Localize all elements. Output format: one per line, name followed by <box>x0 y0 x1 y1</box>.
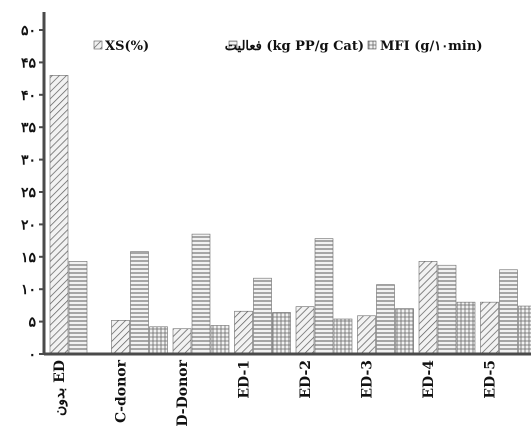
legend-swatch-2 <box>228 40 238 50</box>
y-tick-label: ۳۰ <box>21 153 36 169</box>
bar-2-4 <box>253 277 272 355</box>
y-tick-label: ۴۵ <box>21 55 37 71</box>
bar-3-8 <box>518 305 531 355</box>
y-tick-label: ۱۰ <box>21 282 36 298</box>
bar-1-7 <box>418 261 438 355</box>
bar-2-8 <box>499 269 518 355</box>
bar-1-8 <box>480 301 499 355</box>
y-tick-label: ۳۵ <box>21 120 37 136</box>
category-label: بدون ED <box>52 360 68 416</box>
legend-label-3: MFI (g/۱۰min) <box>380 39 482 54</box>
category-label: ED-2 <box>298 360 314 399</box>
y-tick-label: ۵۰ <box>21 23 36 39</box>
bar-3-7 <box>456 301 476 355</box>
y-tick-labels: ۰ ۵ ۱۰ ۱۵ ۲۰ ۲۵ ۳۰ ۳۵ ۴۰ ۴۵ ۵۰ <box>21 23 44 363</box>
y-tick-label: ۲۰ <box>21 217 36 233</box>
axes-group <box>42 12 531 356</box>
legend-swatch-1 <box>93 40 103 50</box>
category-label: ED-1 <box>237 360 253 399</box>
bar-3-4 <box>272 312 291 355</box>
legend: XS(%) فعالیت (kg PP/g Cat) MFI (g/۱۰min) <box>93 39 482 54</box>
bar-1-1 <box>49 75 69 355</box>
legend-label-2: فعالیت (kg PP/g Cat) <box>225 39 364 54</box>
y-tick-label: ۲۵ <box>21 185 37 201</box>
bar-2-6 <box>376 284 395 355</box>
bar-2-3 <box>191 233 211 355</box>
bar-2-7 <box>437 264 457 355</box>
category-label: ED-4 <box>421 360 437 399</box>
category-label: C-donor <box>114 359 130 423</box>
category-labels: بدون ED C-donor D-Donor ED-1 ED-2 ED-3 ED-4 ED-… <box>52 359 499 426</box>
legend-label-1: XS(%) <box>105 39 149 54</box>
category-label: D-Donor <box>175 359 191 426</box>
bar-3-5 <box>333 318 353 355</box>
bar-1-6 <box>357 315 376 355</box>
category-label: ED-5 <box>483 360 499 399</box>
y-tick-label: ۴۰ <box>21 88 36 104</box>
y-tick-label: ۵ <box>28 315 36 331</box>
bar-1-5 <box>295 306 315 355</box>
bar-1-4 <box>234 310 253 355</box>
bar-2-5 <box>314 238 334 355</box>
bars-group <box>49 75 531 355</box>
bar-2-1 <box>68 261 88 355</box>
bar-2-2 <box>130 251 149 355</box>
bar-1-2 <box>111 320 130 355</box>
bar-3-3 <box>210 325 230 355</box>
bar-3-2 <box>149 326 168 355</box>
bar-3-6 <box>395 308 414 355</box>
bar-1-3 <box>172 328 192 355</box>
category-label: ED-3 <box>360 360 376 399</box>
y-tick-label: ۰ <box>28 347 36 363</box>
y-tick-label: ۱۵ <box>21 250 37 266</box>
legend-swatch-3 <box>367 40 377 50</box>
